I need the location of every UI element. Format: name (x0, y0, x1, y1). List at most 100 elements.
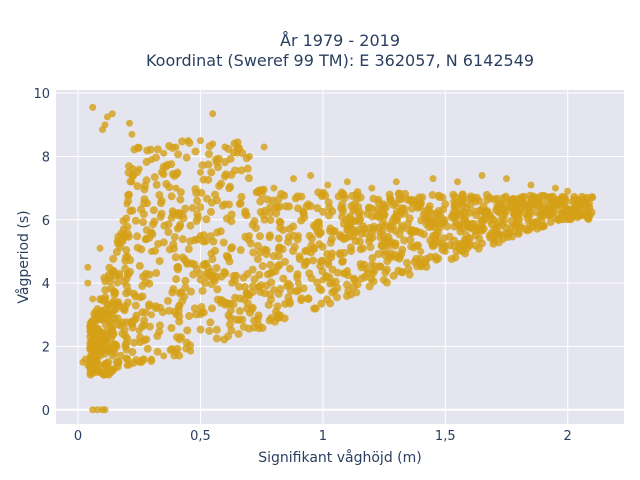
scatter-point (121, 342, 130, 351)
scatter-point (206, 318, 215, 327)
x-tick-labels: 0 0,5 1 1,5 2 (74, 429, 572, 444)
scatter-point (172, 311, 180, 319)
scatter-point (130, 145, 139, 154)
scatter-point (179, 214, 188, 223)
scatter-point (91, 327, 99, 335)
scatter-point (202, 259, 211, 268)
scatter-point (368, 260, 376, 268)
scatter-point (209, 237, 218, 246)
scatter-point (147, 156, 155, 164)
scatter-point (109, 297, 118, 306)
scatter-point (327, 234, 336, 243)
y-tick-label: 10 (33, 87, 50, 102)
scatter-point (272, 209, 281, 218)
scatter-point (211, 190, 220, 199)
scatter-point (178, 137, 187, 146)
scatter-point (140, 185, 149, 194)
scatter-point (460, 215, 469, 224)
scatter-point (588, 194, 596, 202)
scatter-point (309, 256, 318, 265)
scatter-point (380, 250, 389, 259)
scatter-point (173, 224, 182, 233)
scatter-point (305, 269, 314, 278)
scatter-point (124, 190, 133, 199)
scatter-point (284, 237, 293, 246)
scatter-point (225, 320, 234, 329)
scatter-point (152, 180, 161, 189)
scatter-point (526, 207, 535, 216)
scatter-point (270, 285, 278, 293)
scatter-point (182, 153, 191, 162)
scatter-point (450, 222, 459, 231)
scatter-point (214, 163, 223, 172)
scatter-point (294, 279, 302, 287)
scatter-point (338, 207, 347, 216)
scatter-point (221, 158, 230, 167)
scatter-point (137, 245, 146, 254)
scatter-point (118, 232, 126, 240)
scatter-point (471, 231, 480, 240)
scatter-point (125, 119, 133, 127)
scatter-point (156, 199, 165, 208)
scatter-point (449, 190, 458, 199)
scatter-point (145, 279, 154, 288)
scatter-point (152, 269, 161, 278)
scatter-point (236, 246, 245, 255)
scatter-point (274, 234, 283, 243)
scatter-point (551, 200, 560, 209)
scatter-point (133, 182, 142, 191)
scatter-point (576, 197, 584, 205)
scatter-point (228, 243, 237, 252)
scatter-point (237, 192, 246, 201)
scatter-point (184, 245, 193, 254)
scatter-point (123, 361, 131, 369)
y-tick-label: 4 (42, 277, 50, 292)
scatter-point (112, 247, 121, 256)
scatter-point (343, 178, 351, 186)
scatter-point (343, 222, 351, 230)
scatter-point (175, 289, 184, 298)
scatter-point (129, 289, 138, 298)
scatter-point (109, 254, 118, 263)
scatter-point (428, 209, 437, 218)
scatter-point (294, 286, 303, 295)
scatter-point (108, 323, 116, 331)
scatter-point (196, 137, 204, 145)
scatter-point (267, 278, 276, 287)
scatter-point (502, 175, 510, 183)
scatter-point (103, 311, 111, 319)
scatter-point (193, 210, 202, 219)
scatter-point (360, 272, 369, 281)
scatter-point (139, 272, 148, 281)
scatter-point (189, 270, 198, 279)
scatter-point (587, 208, 596, 217)
scatter-point (225, 257, 234, 266)
scatter-point (165, 141, 174, 150)
scatter-point (176, 195, 185, 204)
scatter-point (96, 244, 104, 252)
scatter-point (206, 268, 215, 277)
scatter-point (323, 250, 332, 259)
scatter-point (425, 202, 434, 211)
scatter-point (275, 243, 284, 252)
scatter-point (130, 338, 139, 347)
scatter-point (457, 195, 466, 204)
scatter-point (101, 296, 110, 305)
scatter-point (342, 292, 351, 301)
scatter-point (264, 300, 273, 309)
scatter-point (338, 200, 347, 209)
scatter-point (324, 257, 333, 266)
scatter-point (477, 239, 486, 248)
scatter-point (323, 295, 332, 304)
scatter-point (212, 325, 221, 334)
scatter-point (400, 204, 409, 213)
scatter-point (335, 249, 344, 258)
scatter-point (212, 334, 221, 343)
scatter-point (190, 304, 199, 313)
scatter-point (153, 332, 162, 341)
scatter-point (186, 287, 195, 296)
scatter-point (198, 286, 207, 295)
scatter-point (243, 299, 252, 308)
scatter-point (121, 264, 130, 273)
scatter-point (302, 257, 311, 266)
